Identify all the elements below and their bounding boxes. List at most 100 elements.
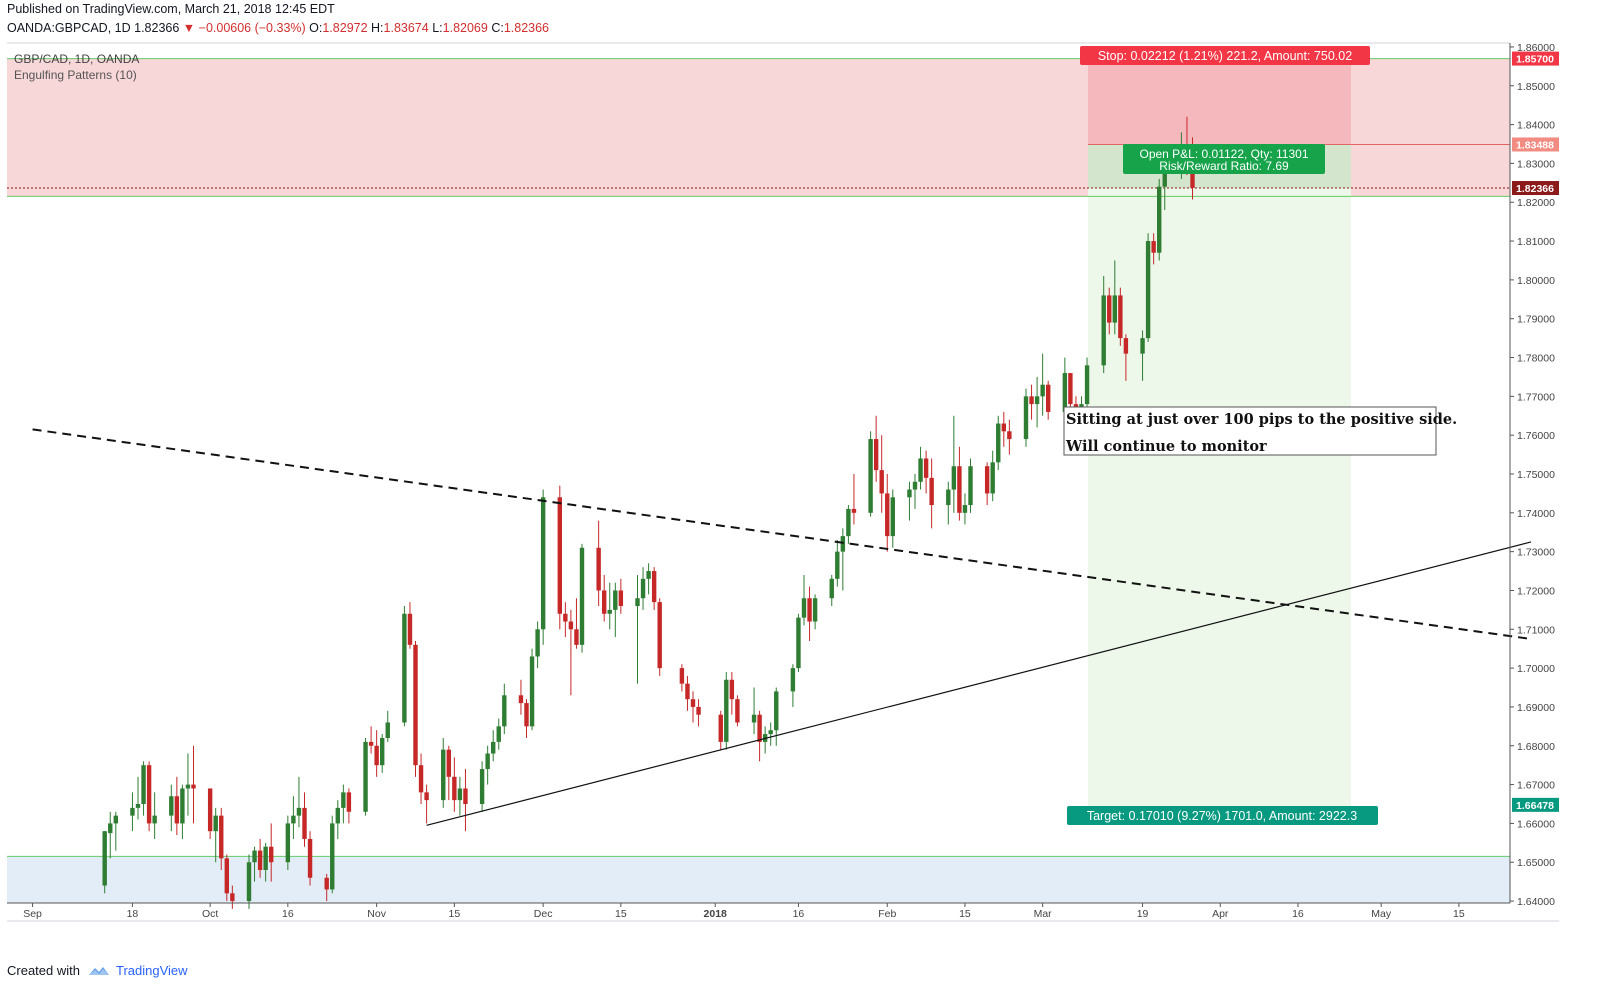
stop-zone-position [1088, 58, 1351, 145]
price-axis[interactable]: 1.64000 1.65000 1.66000 1.67000 1.68000 1.690… [1510, 42, 1555, 908]
time-tick-label: Apr [1212, 908, 1229, 920]
candle-body [885, 493, 890, 537]
candle [796, 613, 801, 672]
candle-body [491, 741, 496, 754]
candle-body [324, 877, 329, 890]
time-tick-label: 15 [1453, 908, 1465, 920]
candle-body [130, 807, 135, 816]
candle-body [1162, 171, 1167, 187]
note-box[interactable] [1063, 406, 1437, 456]
time-axis[interactable]: Sep 18 Oct 16 Nov 15 Dec 15 2018 16 Feb 15 Mar 19 Apr 1… [23, 903, 1465, 920]
candle-body [757, 714, 762, 742]
candle [774, 687, 779, 746]
candle-body [751, 714, 757, 723]
time-tick-label: 18 [127, 908, 139, 920]
price-tick-label: 1.68000 [1517, 741, 1555, 753]
candle-body [380, 738, 385, 766]
candle [457, 776, 463, 816]
candle-body [330, 823, 335, 890]
close-value: 1.82366 [503, 21, 549, 35]
time-tick-label: 15 [959, 908, 971, 920]
candle-body [923, 458, 929, 478]
candle-body [835, 551, 840, 579]
open-pnl-box[interactable] [1123, 144, 1325, 174]
candle-body [1190, 164, 1195, 188]
candle [968, 458, 973, 513]
time-tick-label: 15 [615, 908, 627, 920]
price-tick-label: 1.79000 [1517, 314, 1555, 326]
candle [635, 574, 640, 684]
candle-body [346, 792, 352, 812]
candle-body [402, 613, 407, 723]
candle [568, 609, 574, 696]
symbol-label: OANDA:GBPCAD, 1D [7, 21, 131, 35]
candle [324, 873, 329, 902]
candle [918, 446, 923, 490]
candle-body [768, 730, 773, 735]
high-value: 1.83674 [383, 21, 429, 35]
candle [1046, 380, 1051, 420]
last-price-tag [1512, 181, 1559, 196]
ohlc-line: OANDA:GBPCAD, 1D 1.82366 ▼ −0.00606 (−0.… [7, 21, 549, 35]
candle-body [679, 668, 685, 684]
candle [735, 695, 740, 727]
time-tick-label: Nov [367, 908, 386, 920]
candle [801, 574, 807, 626]
support-trendline[interactable] [426, 541, 1532, 826]
time-tick-label: Mar [1034, 908, 1053, 920]
candle-body [269, 846, 274, 863]
candle [246, 854, 252, 909]
candle-body [1023, 396, 1029, 440]
candle-body [929, 477, 934, 506]
candle [446, 745, 451, 801]
candle-body [718, 714, 723, 742]
candle [479, 761, 485, 812]
open-value: 1.82972 [322, 21, 368, 35]
candle [1007, 419, 1012, 455]
candle [1023, 388, 1029, 447]
candle [1034, 376, 1040, 428]
open-label: O: [309, 21, 323, 35]
candle-body [651, 571, 657, 603]
price-tick-label: 1.86000 [1517, 42, 1555, 54]
candle-body [640, 578, 646, 599]
stop-label-box[interactable] [1080, 46, 1370, 65]
candle-body [873, 439, 879, 471]
price-tick-label: 1.82000 [1517, 197, 1555, 209]
candle-body [685, 683, 690, 700]
candle [180, 784, 185, 839]
candle-body [252, 850, 257, 863]
candle-body [407, 613, 413, 645]
candle-body [1001, 423, 1006, 432]
candle-body [951, 466, 957, 490]
candle [923, 450, 929, 494]
candle [224, 854, 229, 902]
candle [213, 807, 218, 863]
candle [257, 838, 263, 878]
time-tick-label: Oct [202, 908, 218, 920]
candle-body [557, 497, 562, 614]
candle-body [968, 466, 973, 506]
candle-body [363, 741, 368, 812]
target-label-box[interactable] [1067, 806, 1378, 825]
candle [1107, 287, 1112, 335]
target-price-text: 1.66478 [1516, 800, 1554, 812]
candle-body [374, 745, 379, 766]
candle [607, 582, 612, 630]
candle [574, 598, 579, 649]
candle [1157, 178, 1162, 261]
open-pnl-text: Open P&L: 0.01122, Qty: 11301 [1139, 147, 1308, 161]
candle [873, 415, 879, 482]
candle [529, 648, 535, 731]
target-price-tag [1512, 797, 1559, 812]
candle [563, 602, 568, 638]
candle-body [829, 578, 834, 599]
candle [929, 458, 934, 529]
candle [768, 722, 773, 746]
candle-body [912, 481, 918, 490]
dashed-resistance-trendline[interactable] [32, 428, 1532, 640]
price-tick-label: 1.69000 [1517, 702, 1555, 714]
candle-body [135, 804, 141, 808]
tradingview-link[interactable]: TradingView [115, 963, 188, 978]
